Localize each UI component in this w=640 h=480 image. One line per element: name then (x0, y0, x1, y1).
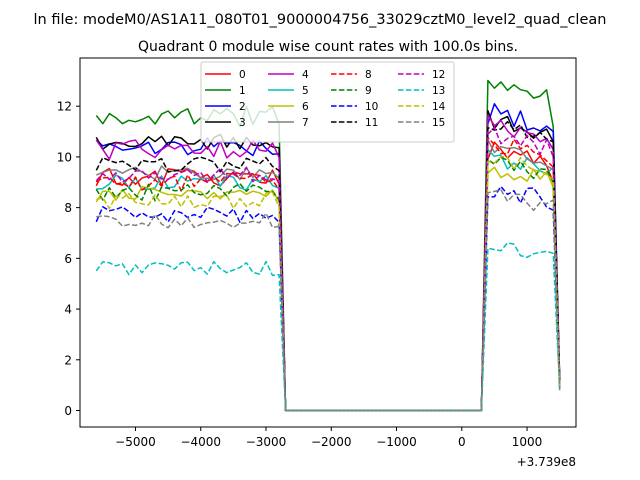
series-line-7 (96, 138, 561, 412)
x-tick-label: −3000 (246, 435, 287, 449)
series-line-13 (95, 242, 561, 412)
x-tick-label: −2000 (311, 435, 352, 449)
x-tick-label: −5000 (115, 435, 156, 449)
x-axis-ticks: −5000 −4000 −3000 −2000 −1000 0 1000 (115, 427, 542, 449)
legend-label-11: 11 (365, 117, 378, 129)
legend-label-5: 5 (302, 85, 309, 97)
x-offset-label: +3.739e8 (517, 455, 576, 469)
x-tick-label: 0 (458, 435, 466, 449)
series-line-15 (96, 188, 561, 412)
axes-frame (79, 57, 577, 428)
legend-label-15: 15 (432, 117, 445, 129)
series-line-11 (95, 120, 561, 412)
legend-label-8: 8 (365, 69, 372, 81)
legend-label-6: 6 (302, 101, 309, 113)
legend-frame (200, 61, 455, 143)
legend-label-9: 9 (365, 85, 372, 97)
chart-title: Quadrant 0 module wise count rates with … (138, 39, 518, 55)
series-line-9 (95, 156, 561, 412)
series-line-10 (95, 185, 561, 412)
legend-label-1: 1 (239, 85, 246, 97)
legend-label-7: 7 (302, 117, 309, 129)
y-axis-ticks: 0 2 4 6 8 10 12 (57, 100, 80, 418)
legend-label-0: 0 (239, 69, 246, 81)
series-line-8 (95, 136, 561, 412)
x-tick-label: −4000 (180, 435, 221, 449)
legend-label-4: 4 (302, 69, 309, 81)
y-tick-label: 12 (57, 100, 72, 114)
y-tick-label: 10 (57, 150, 72, 164)
x-tick-label: −1000 (376, 435, 417, 449)
y-tick-label: 4 (64, 303, 72, 317)
legend-label-12: 12 (432, 69, 445, 81)
series-line-3 (95, 109, 561, 412)
legend-label-2: 2 (239, 101, 246, 113)
plot-lines (95, 79, 561, 412)
legend-label-13: 13 (432, 85, 445, 97)
x-tick-label: 1000 (512, 435, 543, 449)
legend-label-3: 3 (239, 117, 246, 129)
legend-label-10: 10 (365, 101, 378, 113)
figure-suptitle: ln file: modeM0/AS1A11_080T01_9000004756… (34, 12, 607, 28)
y-tick-label: 8 (64, 201, 72, 215)
series-line-4 (95, 114, 561, 412)
y-tick-label: 0 (64, 404, 72, 418)
y-tick-label: 2 (64, 353, 72, 367)
series-line-5 (96, 148, 561, 412)
legend-label-14: 14 (432, 101, 446, 113)
series-line-2 (95, 103, 561, 412)
y-tick-label: 6 (64, 252, 72, 266)
